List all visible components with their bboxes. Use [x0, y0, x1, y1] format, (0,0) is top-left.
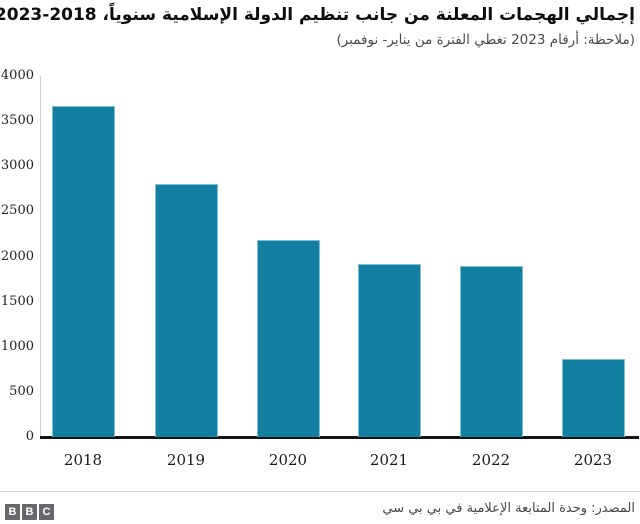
- x-axis-line: [40, 436, 639, 439]
- bar-2019: [155, 184, 218, 437]
- y-axis-tick-label: 500: [9, 383, 34, 399]
- x-axis-label-2020: 2020: [268, 451, 308, 469]
- y-axis-tick-label: 2000: [0, 248, 34, 264]
- x-axis-label-2019: 2019: [166, 451, 206, 469]
- y-axis-tick-label: 1500: [0, 293, 34, 309]
- chart-header: إجمالي الهجمات المعلنة من جانب تنظيم الد…: [0, 2, 635, 50]
- bar-2021: [358, 264, 421, 437]
- chart-subtitle: (ملاحظة: أرقام 2023 تغطي الفترة من يناير…: [336, 32, 635, 49]
- y-axis-line: [40, 76, 41, 437]
- x-axis-label-2021: 2021: [369, 451, 409, 469]
- x-axis-label-2018: 2018: [63, 451, 103, 469]
- y-axis-tick-label: 3500: [0, 113, 34, 129]
- bar-2023: [562, 359, 625, 437]
- bar-2018: [52, 106, 115, 437]
- y-axis-tick-label: 0: [25, 429, 34, 444]
- chart-title: إجمالي الهجمات المعلنة من جانب تنظيم الد…: [0, 5, 635, 25]
- y-axis-tick-label: 4000: [0, 68, 34, 83]
- y-axis-tick-label: 1000: [0, 338, 34, 354]
- bar-2022: [460, 266, 523, 437]
- y-axis-tick-label: 2500: [0, 203, 34, 219]
- bbc-logo-letter: C: [39, 504, 54, 520]
- bar-2020: [257, 240, 320, 437]
- x-axis-label-2023: 2023: [573, 451, 613, 469]
- bbc-logo-letter: B: [5, 504, 20, 520]
- bbc-logo-letter: B: [22, 504, 37, 520]
- y-axis-tick-label: 3000: [0, 158, 34, 174]
- footer-divider: [0, 491, 640, 492]
- x-axis-label-2022: 2022: [471, 451, 511, 469]
- source-text: المصدر: وحدة المتابعة الإعلامية في بي بي…: [382, 501, 635, 516]
